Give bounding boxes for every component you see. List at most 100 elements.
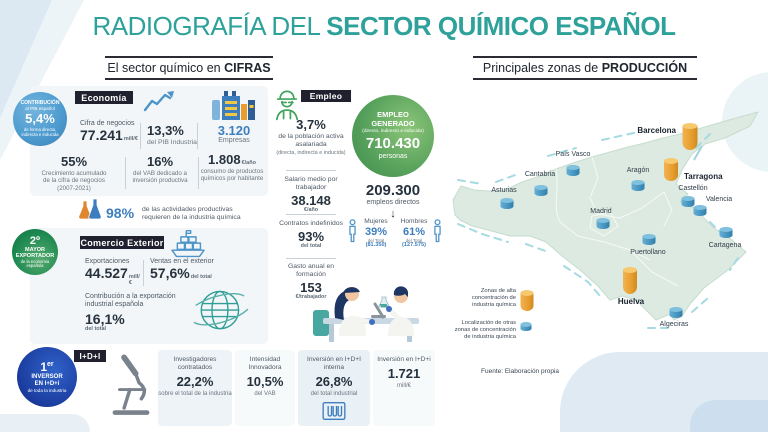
stat-crecimiento-value: 55% <box>60 154 88 169</box>
stat-vab-label: del VAB dedicado a inversión productiva <box>132 170 188 185</box>
stat-consumo-unit: €/año <box>241 160 256 166</box>
marker-cylinder-puertollano <box>642 233 656 245</box>
spain-map <box>452 111 759 329</box>
marker-cylinder-barcelona <box>682 123 698 150</box>
legend-major-cylinder <box>520 290 534 311</box>
stat-poblacion: 3,7% de la población activa asalariada (… <box>276 118 346 157</box>
exportador-badge-line1: MAYOR <box>25 247 45 254</box>
empleo-badge-line1: EMPLEO <box>377 110 409 120</box>
male-pictogram-icon <box>434 219 441 243</box>
empleo-badge-sub: (directo, indirecto e inducido) <box>362 128 424 134</box>
pib-badge-sub: de forma directa, indirecta e inducida <box>21 126 59 137</box>
stat-contratos-unit: del total <box>300 243 322 250</box>
stat-gasto-unit: €/trabajador <box>295 294 327 301</box>
stat-salario-value: 38.148 <box>291 193 331 209</box>
divider <box>286 214 336 215</box>
idi-investigadores-sub: sobre el total de la industria <box>158 390 232 397</box>
stat-ventas-label: Ventas en el exterior <box>150 258 214 265</box>
stat-poblacion-value: 3,7% <box>296 117 326 132</box>
idi-header: I+D+I <box>74 350 106 362</box>
marker-label: Cartagena <box>708 242 742 249</box>
exportador-badge-value: 2º <box>29 234 41 247</box>
inversor-badge-line1: INVERSOR <box>31 374 63 381</box>
stat-exportaciones: Exportaciones 44.527 mill/€ <box>85 258 140 287</box>
idi-investigadores-label: Investigadores contratados <box>173 356 217 371</box>
map-source: Fuente: Elaboración propia <box>481 368 560 375</box>
stat-exportaciones-unit: mill/€ <box>128 274 140 287</box>
stat-pib-label: del PIB Industrial <box>147 139 199 146</box>
idi-investigadores-value: 22,2% <box>176 373 214 389</box>
stat-mujeres-count: (81.350) <box>365 242 387 249</box>
inversor-badge: 1er INVERSOR EN I+D+i de toda la industr… <box>17 347 77 407</box>
banner-98-number: 98% <box>106 205 135 221</box>
subtitle-cifras-pre: El sector químico en <box>107 61 221 75</box>
page-title-bold: SECTOR QUÍMICO ESPAÑOL <box>326 11 676 41</box>
stat-ventas-unit: del total <box>190 274 212 281</box>
stat-empresas-label: Empresas <box>218 137 250 144</box>
empleo-badge-unit: personas <box>378 153 408 161</box>
page-title-light: RADIOGRAFÍA DEL <box>92 11 321 41</box>
marker-cylinder-castellon <box>681 195 695 207</box>
divider <box>286 170 336 171</box>
stat-hombres-count: (127.575) <box>402 242 426 249</box>
marker-label: Tarragona <box>684 172 723 181</box>
legend-minor-cylinder <box>520 321 532 331</box>
subtitle-produccion-pre: Principales zonas de <box>482 61 599 75</box>
idi-inversion-sub: mill/€ <box>396 382 411 389</box>
subtitle-cifras: El sector químico en CIFRAS <box>105 56 273 80</box>
stat-consumo: 1.808 €/año consumo de productos químico… <box>200 153 264 183</box>
divider <box>286 258 336 259</box>
stat-pib-value: 13,3% <box>147 123 184 138</box>
idi-card-inversion: Inversión en I+D+i 1.721 mill/€ <box>373 350 435 426</box>
pib-badge-line1: CONTRIBUCIÓN <box>20 99 60 106</box>
stat-contratos-value: 93% <box>297 229 325 245</box>
idi-interna-label: Inversión en I+D+I interna <box>307 356 361 371</box>
stat-gasto: Gasto anual en formación 153 €/trabajado… <box>276 263 346 300</box>
stat-mujeres: Mujeres 39% del Total (81.350) <box>358 218 394 249</box>
stat-contribucion: Contribución a la exportación industrial… <box>85 293 177 332</box>
marker-cylinder-madrid <box>596 217 610 229</box>
banner-98-label: de las actividades productivas requieren… <box>142 206 241 222</box>
stat-consumo-label: consumo de productos químicos por habita… <box>200 168 264 183</box>
marker-label: Castellón <box>678 185 708 192</box>
stat-cifra-value: 77.241 <box>80 127 123 144</box>
pib-badge: CONTRIBUCIÓN al PIB español 5,4% de form… <box>13 92 67 146</box>
idi-card-investigadores: Investigadores contratados 22,2% sobre e… <box>158 350 232 426</box>
stat-vab-value: 16% <box>146 154 174 169</box>
comercio-header-label: Comercio Exterior <box>80 237 164 248</box>
stat-consumo-value: 1.808 <box>208 152 241 167</box>
stat-empleos-directos: 209.300 empleos directos ↓ <box>352 183 434 220</box>
idi-interna-sub: del total industrial <box>310 390 358 397</box>
economia-header: Economía <box>75 91 133 104</box>
stat-salario-unit: €/año <box>303 207 319 214</box>
marker-cylinder-valencia <box>693 204 707 216</box>
marker-cylinder-cartagena <box>719 226 733 238</box>
stat-hombres: Hombres 61% del Total (127.575) <box>396 218 432 249</box>
stat-mujeres-label: Mujeres <box>364 218 388 225</box>
corner-decoration-bottom-left <box>0 414 90 432</box>
empleo-badge-line2: GENERADO <box>371 118 415 128</box>
stat-ventas-value: 57,6% <box>150 265 190 282</box>
stat-contribucion-unit: del total <box>85 325 107 332</box>
marker-label: Barcelona <box>637 126 676 135</box>
subtitle-produccion-bold: PRODUCCIÓN <box>601 61 688 75</box>
marker-cylinder-tarragona <box>664 158 678 181</box>
empleo-header: Empleo <box>301 90 351 102</box>
idi-header-label: I+D+I <box>79 351 101 361</box>
test-tubes-icon <box>322 401 346 420</box>
banner-98-value: 98% <box>106 206 134 220</box>
stat-directos-value: 209.300 <box>365 182 421 199</box>
pib-badge-line2: al PIB español <box>25 106 55 112</box>
marker-label: Asturias <box>491 187 517 194</box>
stat-cifra-label: Cifra de negocios <box>80 120 135 127</box>
idi-inversion-label: Inversión en I+D+i <box>377 356 431 363</box>
marker-label: Cantabria <box>524 171 556 178</box>
stat-salario-label: Salario medio por trabajador <box>284 176 338 192</box>
stat-contratos-label: Contratos indefinidos <box>279 220 343 227</box>
marker-label: Puertollano <box>630 249 666 256</box>
legend-minor-label: Localización de otras zonas de concentra… <box>454 320 516 341</box>
stat-poblacion-sub1: de la población activa asalariada <box>278 133 344 149</box>
factory-icon <box>212 91 255 120</box>
stat-gasto-label: Gasto anual en formación <box>287 263 335 279</box>
idi-inversion-value: 1.721 <box>387 365 421 381</box>
